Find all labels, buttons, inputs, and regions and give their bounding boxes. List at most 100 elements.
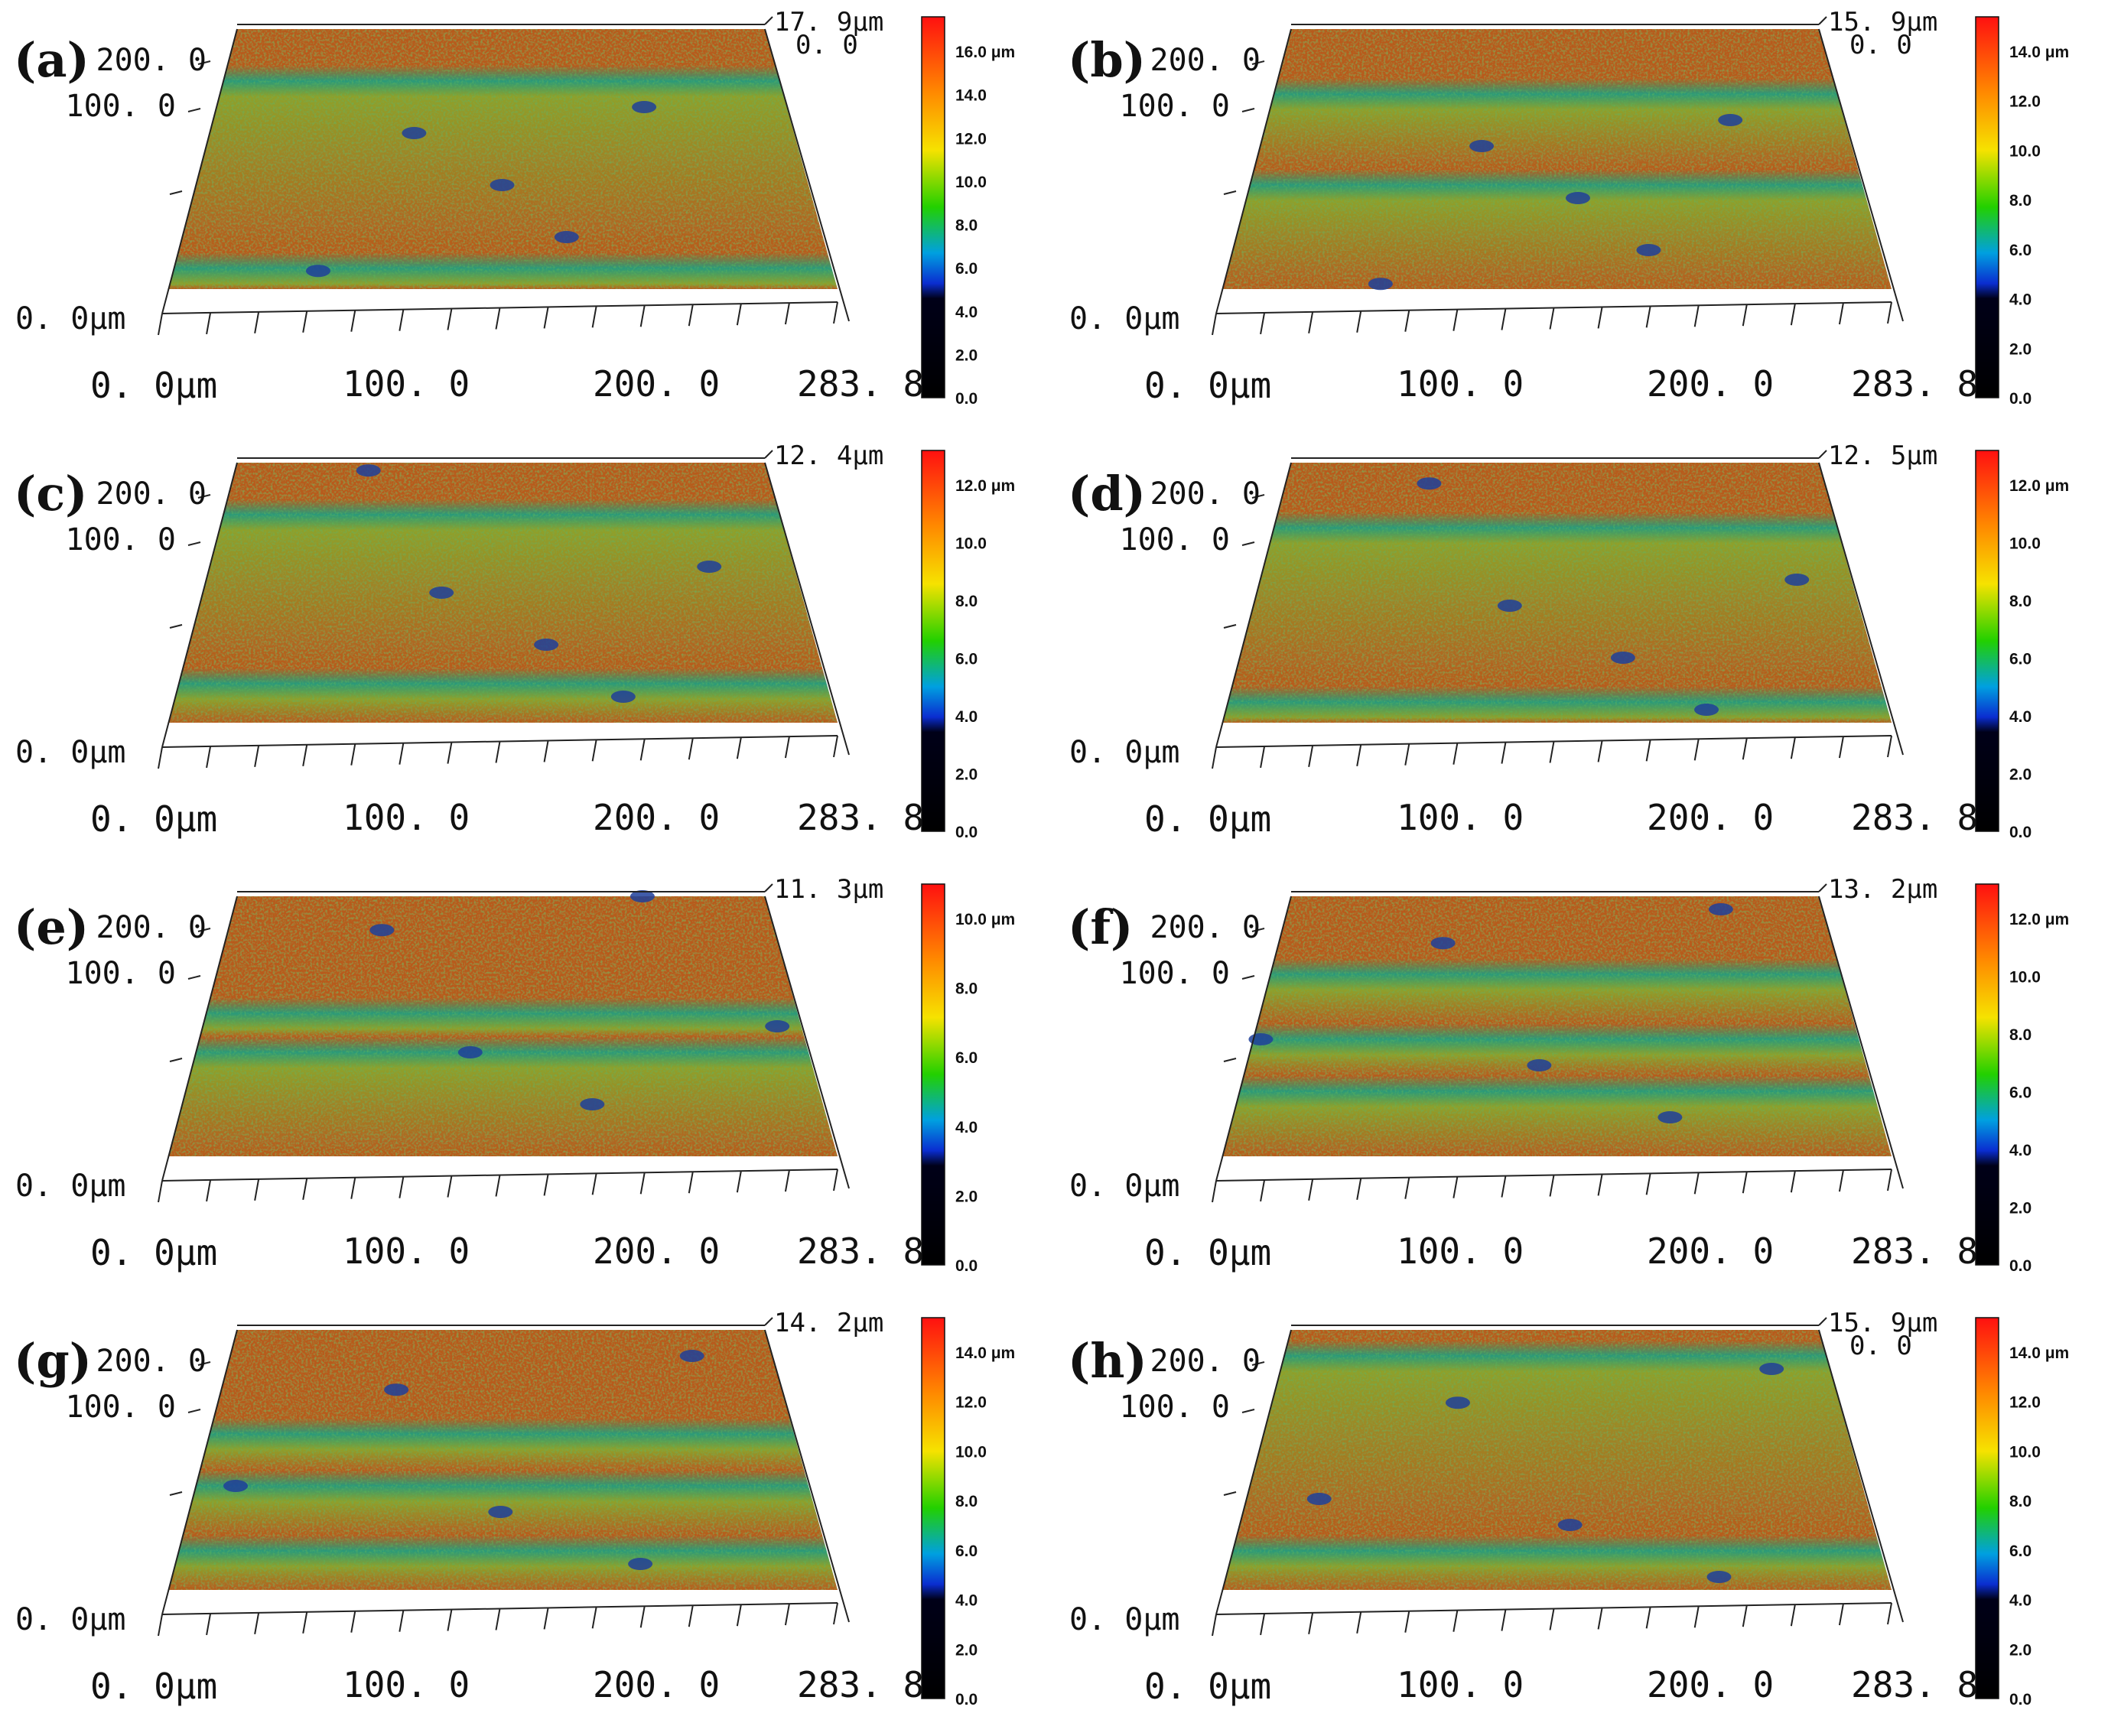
surface-pit [1636, 244, 1661, 256]
colorbar-tick-label: 6.0 [955, 260, 978, 278]
height-surface [1222, 1330, 1892, 1590]
ymid-label: 100. 0 [66, 956, 177, 991]
ymid-label: 100. 0 [1120, 956, 1231, 991]
colorbar-tick-label: 2.0 [955, 1188, 978, 1205]
surface-panel-d: 200. 0 100. 0 0. 0μm 0. 0μm 100. 0 200. 0 283.… [1054, 434, 2108, 867]
x0-label: 0. 0μm [1144, 365, 1271, 406]
colorbar [921, 883, 945, 1266]
colorbar [921, 1317, 945, 1699]
colorbar-tick-label: 8.0 [2009, 192, 2032, 210]
surface-pit [1708, 903, 1733, 915]
surface-panel-b: 200. 0 100. 0 0. 0μm 0. 0μm 100. 0 200. 0 283.… [1054, 0, 2108, 434]
x1-label: 100. 0 [1397, 1664, 1524, 1705]
colorbar-tick-label: 0.0 [2009, 1691, 2032, 1708]
colorbar-tick-label: 10.0 [2009, 969, 2041, 987]
colorbar-tick-label: 16.0 μm [955, 44, 1015, 61]
surface-panel-h: 200. 0 100. 0 0. 0μm 0. 0μm 100. 0 200. 0 283.… [1054, 1301, 2108, 1734]
x2-label: 200. 0 [593, 363, 720, 405]
yzero-label: 0. 0μm [1069, 1169, 1180, 1204]
zmax-label: 12. 4μm [774, 441, 883, 471]
ymid-label: 100. 0 [1120, 522, 1231, 558]
surface-pit [1469, 140, 1495, 152]
colorbar-tick-label: 0.0 [955, 824, 978, 841]
x1-label: 100. 0 [1397, 797, 1524, 838]
colorbar-tick-label: 14.0 μm [2009, 44, 2069, 61]
x2-label: 200. 0 [593, 1230, 720, 1272]
colorbar-tick-label: 8.0 [955, 1493, 978, 1510]
x1-label: 100. 0 [343, 1664, 470, 1705]
ytop-label: 200. 0 [1150, 43, 1261, 78]
colorbar [1975, 1317, 1999, 1699]
surface-pit [384, 1383, 409, 1396]
colorbar-tick-label: 0.0 [2009, 390, 2032, 408]
surface-pit [1527, 1059, 1552, 1071]
x0-label: 0. 0μm [1144, 1232, 1271, 1273]
colorbar [1975, 450, 1999, 832]
colorbar-tick-label: 4.0 [2009, 1142, 2032, 1159]
surface-pit [580, 1098, 605, 1110]
zmin-label: 0. 0 [1849, 30, 1912, 60]
panel-letter: (c) [14, 466, 88, 522]
surface-panel-c: 200. 0 100. 0 0. 0μm 0. 0μm 100. 0 200. 0 283.… [0, 434, 1054, 867]
surface-pit [1445, 1396, 1470, 1409]
panel-letter: (g) [14, 1333, 93, 1389]
surface-plot-c: 200. 0 100. 0 0. 0μm 0. 0μm 100. 0 200. 0 283.… [15, 441, 1015, 841]
surface-pit [1694, 704, 1719, 716]
panel-letter: (h) [1068, 1333, 1147, 1389]
colorbar-tick-label: 0.0 [955, 1257, 978, 1275]
surface-panel-f: 200. 0 100. 0 0. 0μm 0. 0μm 100. 0 200. 0 283.… [1054, 867, 2108, 1301]
surface-pit [1718, 114, 1743, 126]
axis-frame [158, 16, 850, 336]
x0-label: 0. 0μm [90, 798, 217, 840]
x1-label: 100. 0 [1397, 1230, 1524, 1272]
x0-label: 0. 0μm [90, 1232, 217, 1273]
colorbar [1975, 16, 1999, 398]
x1-label: 100. 0 [343, 363, 470, 405]
surface-plot-f: 200. 0 100. 0 0. 0μm 0. 0μm 100. 0 200. 0 283.… [1069, 874, 2069, 1275]
x2-label: 200. 0 [593, 1664, 720, 1705]
yzero-label: 0. 0μm [1069, 301, 1180, 336]
colorbar-tick-label: 4.0 [955, 708, 978, 726]
ymid-label: 100. 0 [1120, 1390, 1231, 1425]
colorbar-tick-label: 8.0 [2009, 1493, 2032, 1510]
x3-label: 283. 8 [797, 797, 924, 838]
zmax-label: 15. 9μm [1828, 1308, 1937, 1338]
colorbar-tick-label: 8.0 [955, 593, 978, 610]
colorbar-tick-label: 10.0 [2009, 142, 2041, 160]
surface-pit [554, 231, 579, 243]
colorbar-tick-label: 14.0 μm [955, 1344, 1015, 1362]
colorbar-tick-label: 4.0 [955, 304, 978, 321]
panel-letter: (f) [1068, 899, 1134, 955]
surface-pit [1306, 1493, 1332, 1505]
surface-pit [1430, 937, 1456, 950]
ytop-label: 200. 0 [1150, 476, 1261, 512]
x0-label: 0. 0μm [1144, 1666, 1271, 1707]
zmax-label: 12. 5μm [1828, 441, 1937, 471]
colorbar-tick-label: 4.0 [2009, 708, 2032, 726]
colorbar-tick-label: 0.0 [2009, 1257, 2032, 1275]
colorbar [1975, 883, 1999, 1266]
zmin-label: 0. 0 [1849, 1331, 1912, 1361]
colorbar-tick-label: 10.0 [2009, 1443, 2041, 1461]
surface-plot-b: 200. 0 100. 0 0. 0μm 0. 0μm 100. 0 200. 0 283.… [1069, 7, 2069, 408]
colorbar-tick-label: 8.0 [955, 217, 978, 235]
ytop-label: 200. 0 [96, 910, 207, 945]
height-surface [168, 29, 838, 289]
surface-pit [534, 639, 559, 651]
colorbar-tick-label: 14.0 [955, 87, 987, 105]
colorbar-tick-label: 2.0 [955, 766, 978, 784]
surface-pit [697, 561, 722, 573]
colorbar-tick-label: 2.0 [955, 1641, 978, 1659]
surface-pit [457, 1046, 483, 1058]
axis-frame [1212, 1317, 1904, 1637]
surface-pit [1706, 1571, 1732, 1583]
colorbar-tick-label: 6.0 [955, 651, 978, 668]
colorbar-tick-label: 4.0 [955, 1119, 978, 1136]
colorbar-tick-label: 12.0 [955, 130, 987, 148]
colorbar-tick-label: 6.0 [2009, 242, 2032, 259]
yzero-label: 0. 0μm [15, 1169, 126, 1204]
yzero-label: 0. 0μm [15, 1602, 126, 1637]
surface-pit [488, 1506, 513, 1518]
x1-label: 100. 0 [1397, 363, 1524, 405]
